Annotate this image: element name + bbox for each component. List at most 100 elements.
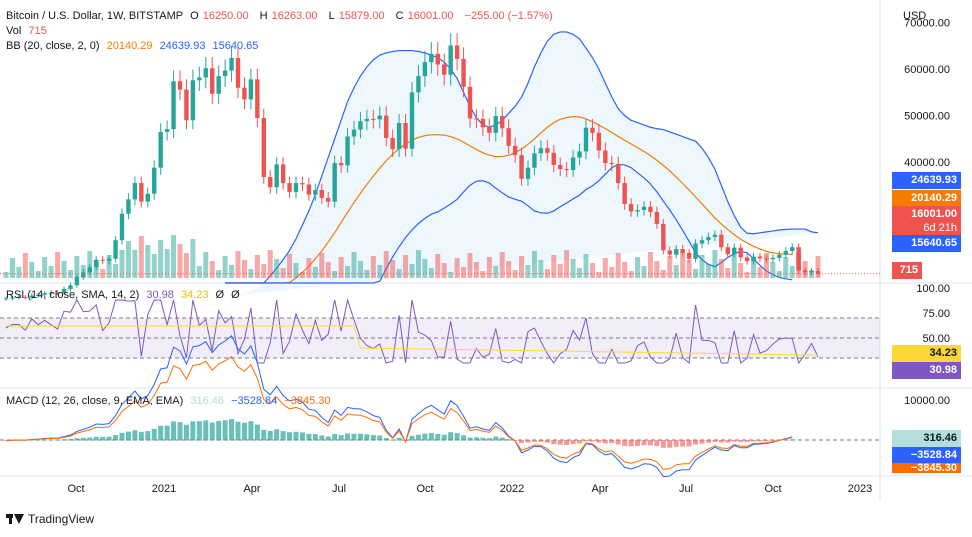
macd-histogram-bar (654, 440, 660, 446)
volume-bar (132, 250, 138, 278)
volume-bar (74, 256, 80, 278)
volume-bar (680, 251, 686, 278)
bb-legend: BB (20, close, 2, 0) 20140.29 24639.93 1… (6, 40, 262, 53)
volume-bar (29, 262, 35, 278)
candle-body (384, 115, 389, 138)
macd-histogram-bar (125, 431, 131, 441)
volume-value: 715 (28, 25, 47, 37)
volume-bar (551, 255, 557, 278)
volume-bar (570, 259, 576, 278)
candle-body (255, 79, 260, 118)
currency-label: USD (903, 10, 927, 22)
macd-value: −3528.84 (231, 395, 278, 407)
volume-bar (158, 240, 164, 278)
macd-histogram-bar (583, 440, 589, 442)
rsi-band (0, 318, 880, 358)
macd-histogram-bar (35, 439, 41, 441)
candle-body (403, 123, 408, 149)
volume-bar (203, 252, 209, 278)
macd-histogram-bar (699, 440, 705, 444)
ohlc-high: H 16263.00 (259, 10, 318, 22)
macd-histogram-bar (712, 440, 718, 442)
candle-body (493, 116, 498, 133)
volume-bar (654, 261, 660, 278)
candle-body (564, 169, 569, 171)
ohlc-close: C 16001.00 (395, 10, 454, 22)
candle-body (242, 87, 247, 100)
volume-bar (42, 257, 48, 278)
macd-histogram-bar (338, 435, 344, 441)
macd-histogram-bar (506, 439, 512, 441)
macd-histogram-bar (467, 437, 473, 441)
candle-body (222, 70, 228, 77)
macd-histogram-bar (422, 433, 428, 441)
rsi-tick-label: 50.00 (922, 333, 950, 345)
rsi-value: 30.98 (146, 289, 174, 301)
tradingview-brand[interactable]: TradingView (6, 512, 94, 526)
macd-histogram-bar (216, 421, 222, 441)
candle-body (184, 89, 189, 121)
macd-histogram-bar (332, 434, 338, 441)
candle-body (577, 151, 582, 158)
volume-bar (699, 255, 705, 278)
macd-histogram-bar (783, 439, 789, 441)
macd-histogram-bar (319, 435, 325, 441)
candle-body (506, 128, 511, 146)
macd-histogram-bar (203, 420, 209, 441)
candle-body (171, 81, 176, 130)
volume-bar (435, 254, 441, 278)
macd-histogram-bar (448, 432, 454, 441)
candle-body (3, 298, 9, 300)
macd-histogram-bar (183, 424, 189, 441)
candle-body (313, 190, 318, 195)
candle-body (442, 64, 447, 75)
macd-histogram-bar (538, 440, 544, 442)
volume-bar (345, 266, 351, 278)
volume-bar (196, 266, 202, 278)
volume-bar (261, 264, 267, 278)
volume-bar (686, 260, 692, 278)
macd-histogram-bar (635, 440, 641, 446)
macd-line (5, 335, 793, 478)
macd-histogram-bar (106, 436, 112, 441)
candle-body (558, 164, 563, 170)
bb-upper-line (225, 31, 819, 284)
candle-body (429, 53, 434, 63)
time-axis-label: Jul (332, 483, 346, 495)
macd-signal-value: −3845.30 (284, 395, 331, 407)
macd-histogram-bar (596, 440, 602, 443)
macd-histogram-bar (138, 431, 144, 441)
candle-body (139, 183, 144, 202)
macd-histogram-bar (351, 433, 357, 441)
macd-histogram-bar (29, 439, 35, 441)
macd-histogram-bar (519, 440, 525, 444)
candle-body (268, 177, 273, 188)
macd-histogram-bar (718, 440, 724, 443)
macd-histogram-bar (254, 424, 260, 441)
volume-bar (628, 271, 634, 278)
volume-bar (209, 261, 215, 278)
tradingview-logo-icon (6, 513, 24, 525)
macd-histogram-bar (164, 425, 170, 441)
volume-bar (138, 236, 144, 278)
candle-body (210, 68, 215, 94)
volume-bar (757, 267, 763, 278)
macd-histogram-bar (544, 440, 550, 443)
candle-body (686, 252, 692, 259)
rsi-tick-label: 75.00 (922, 308, 950, 320)
macd-histogram-bar (647, 440, 653, 446)
countdown-badge: 6d 21h (892, 220, 961, 237)
volume-bar (544, 269, 550, 278)
macd-histogram-bar (312, 434, 318, 441)
volume-bar (241, 260, 247, 278)
volume-bar (725, 268, 731, 278)
rsi-extra-2: Ø (231, 289, 240, 301)
candle-body (712, 234, 718, 237)
candle-body (635, 210, 640, 212)
volume-bar (441, 263, 447, 278)
volume-bar (622, 262, 628, 278)
volume-bar (280, 268, 286, 278)
time-axis-label: 2022 (500, 483, 524, 495)
candle-body (229, 57, 234, 71)
